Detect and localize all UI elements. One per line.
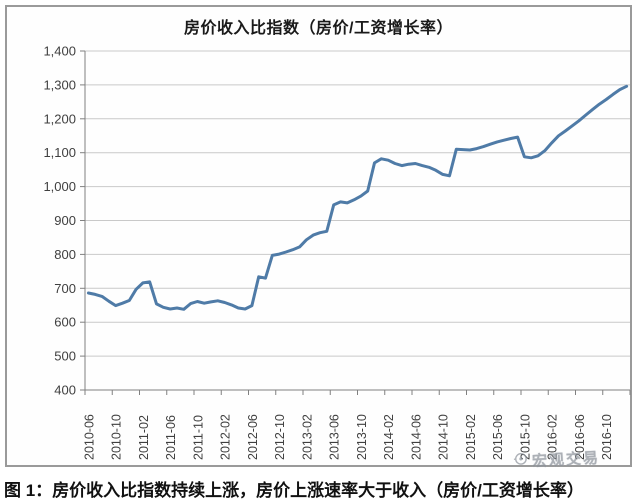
x-tick-label: 2014-02: [382, 414, 396, 460]
x-tick-label: 2016-10: [600, 414, 614, 460]
figure-caption-text: 房价收入比指数持续上涨，房价上涨速率大于收入（房价/工资增长率）: [52, 481, 584, 500]
y-tick-label: 1,200: [43, 111, 76, 126]
x-tick-label: 2011-02: [137, 415, 151, 460]
x-tick-label: 2012-10: [273, 414, 287, 460]
y-tick-label: 1,300: [43, 77, 76, 92]
x-tick-label: 2010-06: [82, 414, 96, 460]
x-tick-label: 2015-02: [464, 414, 478, 460]
y-tick-label: 1,000: [43, 179, 76, 194]
y-tick-label: 800: [54, 247, 76, 262]
y-tick-label: 1,400: [43, 44, 76, 59]
y-tick-label: 900: [54, 213, 76, 228]
logo-circle-icon: [510, 452, 529, 472]
x-tick-label: 2015-06: [491, 414, 505, 460]
figure-caption-label: 图 1：: [4, 481, 53, 500]
x-tick-label: 2016-02: [546, 414, 560, 460]
x-tick-label: 2016-06: [573, 414, 587, 460]
line-chart: 1,400 1,300 1,200 1,100 1,000 900 800 700 600 500…: [43, 44, 631, 460]
x-tick-label: 2011-10: [191, 415, 205, 460]
x-axis-labels: 2010-06 2010-10 2011-02 2011-06 2011-10 2012-…: [82, 414, 614, 460]
y-tick-label: 1,100: [43, 145, 76, 160]
x-tick-label: 2014-06: [409, 414, 423, 460]
watermark: 宏观交易: [510, 447, 601, 472]
chart-title: 房价收入比指数（房价/工资增长率）: [184, 20, 453, 37]
x-tick-label: 2013-10: [355, 414, 369, 460]
data-line-price-income-index: [86, 84, 629, 311]
gridlines: [80, 50, 630, 391]
x-tick-label: 2010-10: [110, 414, 124, 460]
x-tick-label: 2013-06: [328, 414, 342, 460]
y-tick-label: 600: [54, 315, 76, 330]
y-tick-label: 400: [54, 383, 76, 398]
x-tick-label: 2013-02: [300, 414, 314, 460]
watermark-text: 宏观交易: [531, 449, 601, 471]
x-tick-label: 2012-06: [246, 414, 260, 460]
y-tick-label: 700: [54, 281, 76, 296]
x-tick-label: 2015-10: [518, 414, 532, 460]
figure-caption: 图 1：房价收入比指数持续上涨，房价上涨速率大于收入（房价/工资增长率）: [4, 476, 640, 501]
chart-frame: 房价收入比指数（房价/工资增长率） 1,400 1,300 1,200 1,100 1,…: [5, 5, 632, 467]
y-tick-label: 500: [54, 349, 76, 364]
y-axis-labels: 1,400 1,300 1,200 1,100 1,000 900 800 700 600 500…: [43, 44, 76, 398]
axes: [84, 51, 631, 395]
x-tick-label: 2012-02: [219, 414, 233, 460]
x-tick-label: 2011-06: [164, 415, 178, 460]
x-tick-label: 2014-10: [437, 414, 451, 460]
